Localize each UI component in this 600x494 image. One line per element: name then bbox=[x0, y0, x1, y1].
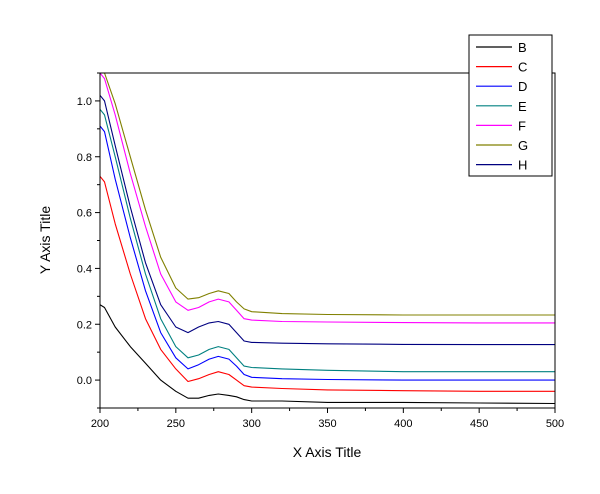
x-axis-title: X Axis Title bbox=[293, 444, 362, 460]
series-line-B bbox=[100, 304, 555, 405]
y-axis-title: Y Axis Title bbox=[37, 206, 53, 274]
legend-label-E: E bbox=[518, 99, 527, 114]
legend-label-F: F bbox=[518, 118, 526, 133]
y-tick-label: 1.0 bbox=[77, 96, 92, 108]
series-line-D bbox=[100, 125, 555, 381]
y-tick-label: 0.0 bbox=[77, 375, 92, 387]
x-tick-label: 350 bbox=[318, 418, 336, 430]
x-tick-label: 400 bbox=[394, 418, 412, 430]
x-tick-label: 250 bbox=[167, 418, 185, 430]
x-tick-label: 500 bbox=[546, 418, 564, 430]
series-line-E bbox=[100, 108, 555, 373]
y-tick-label: 0.6 bbox=[77, 208, 92, 220]
series-line-C bbox=[100, 175, 555, 392]
x-tick-label: 450 bbox=[470, 418, 488, 430]
series-line-G bbox=[100, 73, 555, 316]
legend-label-G: G bbox=[518, 138, 528, 153]
x-axis-ticks: 200 250 300 350 400 450 500 bbox=[91, 408, 564, 430]
x-tick-label: 200 bbox=[91, 418, 109, 430]
series-lines bbox=[100, 73, 555, 405]
legend-label-B: B bbox=[518, 40, 527, 55]
series-line-H bbox=[100, 94, 555, 346]
y-tick-label: 0.2 bbox=[77, 319, 92, 331]
x-tick-label: 300 bbox=[242, 418, 260, 430]
legend-label-H: H bbox=[518, 158, 527, 173]
y-tick-label: 0.8 bbox=[77, 152, 92, 164]
legend-label-D: D bbox=[518, 79, 527, 94]
y-tick-label: 0.4 bbox=[77, 263, 92, 275]
series-line-F bbox=[100, 73, 555, 324]
y-axis-ticks: 0.0 0.2 0.4 0.6 0.8 1.0 bbox=[77, 72, 100, 409]
legend-label-C: C bbox=[518, 60, 527, 75]
